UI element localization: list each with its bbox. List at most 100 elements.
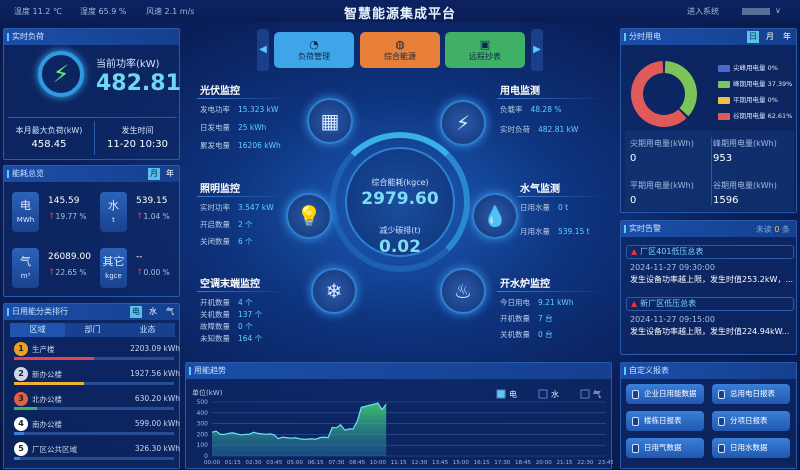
overview-card[interactable]: 电 MWh <box>12 192 39 232</box>
legend-item[interactable]: 平期用电量 0% <box>718 94 778 104</box>
tab-region[interactable]: 区域 <box>10 323 65 337</box>
toggle-water[interactable]: 水 <box>149 307 157 316</box>
chevron-down-icon[interactable]: ∨ <box>775 6 781 15</box>
unread-count[interactable]: 未读 0 条 <box>755 225 790 234</box>
panel-title: 用能趋势 <box>186 363 611 379</box>
power-value: 482.81 <box>96 71 181 96</box>
ranking-item[interactable]: 3 北办公楼 630.20 kWh <box>14 392 180 420</box>
energy-trend-panel: 用能趋势 单位(kW) 0 100 200 300 400 500 00:00 01:15 02:… <box>185 362 613 469</box>
integrated-energy-button[interactable]: ◍ 综合能源 <box>360 32 440 68</box>
x-tick-label: 12:30 <box>411 460 428 466</box>
energy-label: 综合能耗(kgce) <box>371 178 429 187</box>
report-button[interactable]: 分项日报表 <box>712 411 790 431</box>
power-label: 当前功率(kW) <box>96 59 160 70</box>
report-button[interactable]: 总用电日报表 <box>712 384 790 404</box>
legend-checkbox[interactable] <box>496 389 506 399</box>
ranking-item[interactable]: 2 新办公楼 1927.56 kWh <box>14 367 180 395</box>
x-tick-label: 11:15 <box>391 460 408 466</box>
x-tick-label: 22:30 <box>577 460 594 466</box>
ac-monitor-row: 开机数量 4 个 <box>200 298 253 307</box>
up-arrow-icon: ↑ <box>48 268 56 278</box>
top-bar: 温度 11.2 ℃ 湿度 65.9 % 风速 2.1 m/s 智慧能源集成平台 … <box>0 0 800 22</box>
next-arrow-button[interactable]: ▶ <box>531 29 543 71</box>
carbon-value: 0.02 <box>379 237 421 257</box>
overview-card[interactable]: 气 m³ <box>12 248 39 288</box>
alarm-item[interactable]: ▲ 新厂区低压总表 2024-11-27 09:15:00 发生设备功率越上限，发生时… <box>626 297 794 345</box>
y-tick-label: 500 <box>197 399 209 406</box>
rank-badge: 4 <box>14 417 28 431</box>
prev-arrow-button[interactable]: ◀ <box>257 29 269 71</box>
water-gas-monitor-row: 日用水量 0 t <box>520 203 569 212</box>
humidity: 湿度 65.9 % <box>80 7 127 16</box>
legend-item[interactable]: 峰期用电量 37.39% <box>718 78 792 88</box>
energy-overview-panel: 能耗总览 月 年 电 MWh 145.59 ↑19.77 % 水 t 539.15 ↑… <box>3 165 180 297</box>
legend-item[interactable]: 尖峰用电量 0% <box>718 62 778 72</box>
x-tick-label: 10:00 <box>370 460 387 466</box>
overview-value: 539.15 <box>136 196 168 206</box>
boiler-monitor-row: 开机数量 7 台 <box>500 314 553 323</box>
divider <box>94 121 95 155</box>
overview-value: 145.59 <box>48 196 80 206</box>
remote-meter-button[interactable]: ▣ 远程抄表 <box>445 32 525 68</box>
legend-checkbox[interactable] <box>538 389 548 399</box>
legend-label: 水 <box>551 389 559 399</box>
ranking-item[interactable]: 1 生产楼 2203.09 kWh <box>14 342 180 370</box>
tou-stat: 尖期用电量(kWh) 0 <box>630 139 694 164</box>
water-drop-icon: 💧 <box>472 193 518 239</box>
x-tick-label: 05:00 <box>287 460 304 466</box>
tab-business[interactable]: 业态 <box>139 325 156 334</box>
progress-bar <box>14 457 174 460</box>
overview-change: ↑22.65 % <box>48 268 87 278</box>
ranking-item[interactable]: 4 南办公楼 599.00 kWh <box>14 417 180 445</box>
user-name[interactable] <box>742 8 770 15</box>
enter-system-link[interactable]: 进入系统 <box>687 7 719 16</box>
pv-monitor-title: 光伏监控 <box>200 86 240 97</box>
x-tick-label: 00:00 <box>204 460 221 466</box>
alarm-item[interactable]: ▲ 厂区401低压总表 2024-11-27 09:30:00 发生设备功率越上限，发… <box>626 245 794 293</box>
toggle-gas[interactable]: 气 <box>166 307 174 316</box>
rank-badge: 5 <box>14 442 28 456</box>
report-button[interactable]: 楼栋日报表 <box>626 411 704 431</box>
x-tick-label: 06:15 <box>308 460 325 466</box>
max-load-label: 本月最大负荷(kW) <box>15 126 83 135</box>
toggle-year[interactable]: 年 <box>166 169 174 178</box>
x-tick-label: 02:30 <box>245 460 262 466</box>
divider <box>497 98 607 99</box>
overview-card[interactable]: 其它 kgce <box>100 248 127 288</box>
ranking-tabs: 区域 部门 业态 <box>10 323 175 337</box>
air-conditioner-icon: ❄ <box>311 268 357 314</box>
center-disc <box>345 147 455 257</box>
up-arrow-icon: ↑ <box>136 268 144 278</box>
toggle-electricity[interactable]: 电 <box>130 306 142 318</box>
load-management-button[interactable]: ◔ 负荷管理 <box>274 32 354 68</box>
legend-swatch <box>718 64 730 72</box>
toggle-day[interactable]: 日 <box>747 31 759 43</box>
report-button[interactable]: 日用气数据 <box>626 438 704 458</box>
rank-badge: 1 <box>14 342 28 356</box>
legend-swatch <box>718 80 730 88</box>
divider <box>197 98 291 99</box>
legend-checkbox[interactable] <box>580 389 590 399</box>
ranking-item[interactable]: 5 厂区公共区域 326.30 kWh <box>14 442 180 470</box>
report-button[interactable]: 日用水数据 <box>712 438 790 458</box>
tab-department[interactable]: 部门 <box>84 325 101 334</box>
overview-change: ↑0.00 % <box>136 268 170 278</box>
toggle-month[interactable]: 月 <box>766 32 774 41</box>
boiler-monitor-row: 关机数量 0 台 <box>500 330 553 339</box>
rank-badge: 2 <box>14 367 28 381</box>
lightning-icon: ⚡ <box>440 100 486 146</box>
series-area <box>212 403 387 456</box>
overview-value: 26089.00 <box>48 252 91 262</box>
legend-swatch <box>718 96 730 104</box>
lighting-monitor-row: 开启数量 2 个 <box>200 220 253 229</box>
solar-panel-icon: ▦ <box>307 98 353 144</box>
toggle-year[interactable]: 年 <box>783 32 791 41</box>
report-button[interactable]: 企业日用能数据 <box>626 384 704 404</box>
y-tick-label: 300 <box>197 421 209 428</box>
donut-slice <box>631 61 687 127</box>
ac-monitor-row: 未知数量 164 个 <box>200 334 263 343</box>
legend-item[interactable]: 谷期用电量 62.61% <box>718 110 792 120</box>
x-tick-label: 13:45 <box>432 460 449 466</box>
toggle-month[interactable]: 月 <box>148 168 160 180</box>
